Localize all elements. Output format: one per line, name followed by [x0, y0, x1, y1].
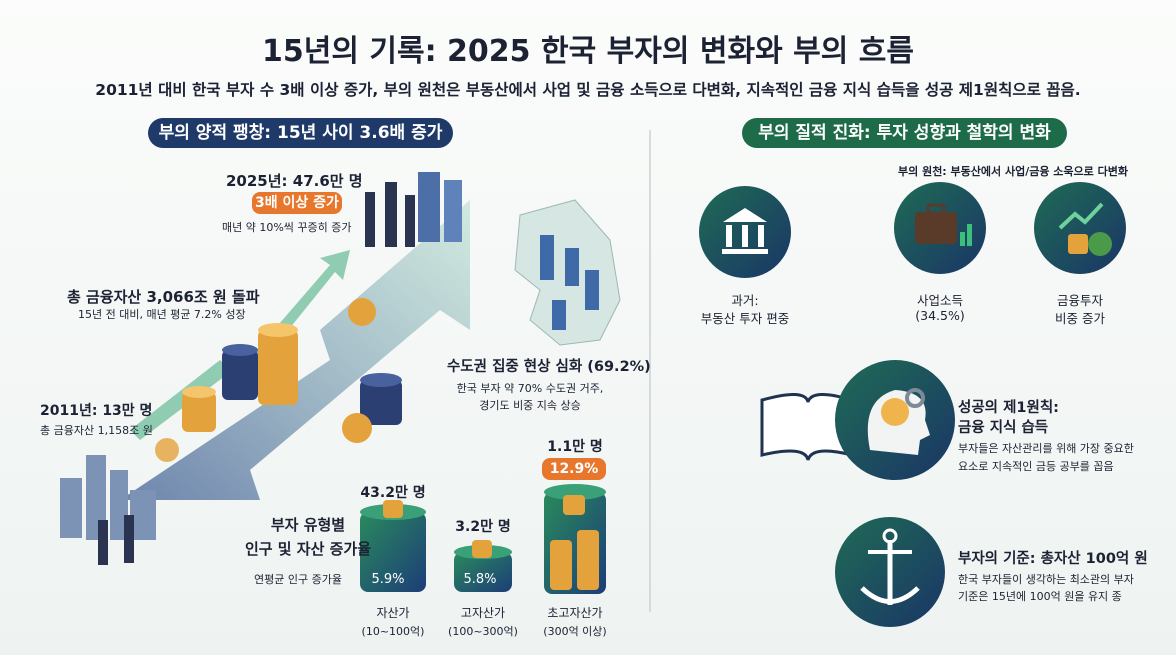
group-range: (300억 이상) [543, 625, 607, 638]
source-label: 금융투자 [1056, 293, 1104, 308]
standard-note: 한국 부자들이 생각하는 최소관의 부자 [958, 573, 1134, 586]
source-label: 사업소득 [916, 293, 964, 308]
types-note: 연평균 인구 증가율 [254, 573, 342, 586]
group-count: 1.1만 명 [547, 439, 603, 455]
stat-note: 15년 전 대비, 매년 평균 7.2% 성장 [78, 308, 246, 321]
group-rate: 5.9% [371, 572, 405, 587]
stat-title: 수도권 집중 현상 심화 (69.2%) [447, 359, 651, 375]
source-label: 비중 증가 [1055, 311, 1105, 326]
source-label: (34.5%) [915, 308, 965, 323]
badge: 3배 이상 증가 [252, 192, 342, 214]
stat-note: 한국 부자 약 70% 수도권 거주, [456, 382, 604, 395]
stat-note: 매년 약 10%씩 꾸증히 증가 [222, 221, 352, 234]
group-range: (100~300억) [448, 625, 518, 638]
coins [155, 298, 402, 462]
stat-title: 2025년: 47.6만 명 [226, 172, 363, 190]
group-name: 자산가 [376, 606, 410, 620]
source-label: 부동산 투자 편중 [700, 311, 790, 326]
section-heading: 부의 질적 진화: 투자 성향과 철학의 변화 [742, 118, 1067, 148]
title: 15년의 기록: 2025 한국 부자의 변화와 부의 흐름 [262, 34, 914, 69]
group-rate: 5.8% [463, 572, 497, 587]
principle-icon [760, 360, 955, 480]
group-name: 초고자산가 [547, 606, 603, 620]
types-title: 부자 유형별 [270, 516, 346, 534]
principle-note: 요소로 지속적인 금등 공부를 꼽음 [958, 460, 1114, 473]
source-label: 과거: [731, 293, 759, 308]
principle-title: 성공의 제1원칙: [958, 400, 1059, 416]
buildings [60, 172, 462, 565]
stat-title: 총 금융자산 3,066조 원 돌파 [67, 288, 260, 306]
map-buildings [540, 235, 599, 330]
stat-title: 2011년: 13만 명 [40, 403, 153, 419]
types-title: 인구 및 자산 증가율 [244, 540, 372, 558]
standard-note: 기준은 15년에 100억 원을 유지 종 [958, 590, 1122, 603]
source-title: 부의 원천: 부동산에서 사업/금융 소욱으로 다변화 [898, 165, 1128, 178]
principle-title: 금융 지식 습득 [958, 420, 1049, 436]
section-heading: 부의 양적 팽창: 15년 사이 3.6배 증가 [148, 118, 453, 148]
source-icons [699, 182, 1126, 278]
standard-title: 부자의 기준: 총자산 100억 원 [958, 551, 1148, 567]
group-rate: 12.9% [542, 458, 606, 480]
group-range: (10~100억) [361, 625, 425, 638]
stat-note: 경기도 비중 지속 상승 [479, 399, 581, 412]
standard-icon [835, 517, 945, 627]
group-name: 고자산가 [460, 606, 506, 620]
principle-note: 부자들은 자산관리를 위해 가장 중요한 [958, 442, 1134, 455]
subtitle: 2011년 대비 한국 부자 수 3배 이상 증가, 부의 원천은 부동산에서 … [95, 81, 1081, 99]
group-count: 3.2만 명 [455, 519, 511, 535]
group-count: 43.2만 명 [360, 485, 426, 501]
type-cylinders [360, 484, 606, 594]
stat-note: 총 금융자산 1,158조 원 [40, 424, 153, 437]
